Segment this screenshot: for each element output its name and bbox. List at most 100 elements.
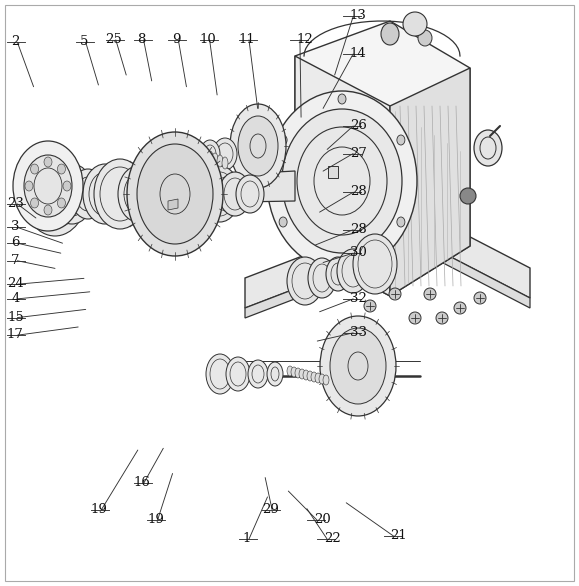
Ellipse shape — [248, 360, 268, 388]
Text: 33: 33 — [350, 326, 367, 339]
Text: 2: 2 — [11, 35, 20, 48]
Ellipse shape — [13, 141, 83, 231]
Text: 5: 5 — [79, 35, 88, 48]
Ellipse shape — [337, 249, 369, 293]
Ellipse shape — [200, 166, 240, 222]
Ellipse shape — [474, 130, 502, 166]
Text: 27: 27 — [350, 146, 367, 159]
Ellipse shape — [226, 357, 250, 391]
Text: 11: 11 — [239, 33, 255, 46]
Ellipse shape — [197, 147, 203, 159]
Ellipse shape — [326, 257, 350, 291]
Polygon shape — [245, 241, 530, 318]
Text: 20: 20 — [314, 513, 331, 526]
Text: 23: 23 — [7, 197, 24, 210]
Ellipse shape — [63, 181, 71, 191]
Ellipse shape — [424, 288, 436, 300]
Ellipse shape — [353, 234, 397, 294]
Ellipse shape — [172, 137, 178, 149]
Text: 15: 15 — [7, 311, 24, 323]
Text: 25: 25 — [105, 33, 122, 46]
Ellipse shape — [23, 152, 87, 236]
Text: 9: 9 — [172, 33, 181, 46]
Ellipse shape — [330, 328, 386, 404]
Ellipse shape — [364, 300, 376, 312]
Ellipse shape — [206, 354, 234, 394]
Ellipse shape — [267, 91, 417, 271]
Text: 21: 21 — [390, 529, 407, 542]
Ellipse shape — [31, 164, 39, 174]
Ellipse shape — [202, 149, 208, 161]
Ellipse shape — [389, 288, 401, 300]
Text: 7: 7 — [11, 254, 20, 267]
Ellipse shape — [279, 135, 287, 145]
Text: 29: 29 — [262, 503, 278, 516]
Ellipse shape — [182, 141, 188, 153]
Ellipse shape — [31, 198, 39, 208]
Ellipse shape — [308, 258, 336, 298]
Ellipse shape — [267, 362, 283, 386]
Text: 8: 8 — [137, 33, 146, 46]
Ellipse shape — [287, 257, 323, 305]
Ellipse shape — [25, 181, 33, 191]
Ellipse shape — [190, 143, 206, 165]
Text: 1: 1 — [243, 532, 251, 545]
Text: 12: 12 — [296, 33, 313, 46]
Polygon shape — [295, 56, 390, 296]
Ellipse shape — [83, 164, 127, 224]
Ellipse shape — [319, 374, 325, 384]
Ellipse shape — [118, 166, 158, 222]
Ellipse shape — [315, 373, 321, 383]
Text: 14: 14 — [350, 47, 367, 60]
Ellipse shape — [454, 302, 466, 314]
Text: 13: 13 — [350, 9, 367, 22]
Text: 28: 28 — [350, 223, 367, 236]
Ellipse shape — [409, 312, 421, 324]
Ellipse shape — [403, 12, 427, 36]
Ellipse shape — [436, 312, 448, 324]
Ellipse shape — [44, 157, 52, 167]
Polygon shape — [328, 166, 338, 178]
Ellipse shape — [460, 188, 476, 204]
Ellipse shape — [187, 143, 193, 155]
Text: 10: 10 — [199, 33, 216, 46]
Ellipse shape — [57, 198, 65, 208]
Polygon shape — [168, 199, 178, 210]
Text: 28: 28 — [350, 185, 367, 198]
Ellipse shape — [24, 155, 72, 217]
Ellipse shape — [177, 139, 183, 151]
Ellipse shape — [381, 23, 399, 45]
Ellipse shape — [287, 366, 293, 376]
Ellipse shape — [222, 157, 228, 169]
Ellipse shape — [200, 140, 220, 168]
Ellipse shape — [213, 138, 237, 170]
Polygon shape — [390, 68, 470, 296]
Polygon shape — [295, 21, 470, 296]
Ellipse shape — [397, 135, 405, 145]
Ellipse shape — [167, 135, 173, 147]
Ellipse shape — [320, 316, 396, 416]
Text: 6: 6 — [11, 236, 20, 249]
Ellipse shape — [50, 164, 94, 224]
Ellipse shape — [323, 375, 329, 385]
Text: 16: 16 — [133, 476, 150, 489]
Polygon shape — [18, 171, 295, 206]
Text: 3: 3 — [11, 220, 20, 233]
Ellipse shape — [282, 109, 402, 253]
Ellipse shape — [57, 164, 65, 174]
Ellipse shape — [311, 372, 317, 382]
Ellipse shape — [230, 104, 286, 188]
Text: 19: 19 — [91, 503, 108, 516]
Ellipse shape — [207, 151, 213, 163]
Text: 17: 17 — [7, 328, 24, 341]
Polygon shape — [245, 211, 530, 308]
Ellipse shape — [219, 172, 251, 216]
Ellipse shape — [217, 155, 223, 167]
Ellipse shape — [338, 258, 346, 268]
Ellipse shape — [94, 159, 146, 229]
Ellipse shape — [238, 116, 278, 176]
Ellipse shape — [299, 369, 305, 379]
Text: 32: 32 — [350, 292, 367, 305]
Ellipse shape — [303, 370, 309, 380]
Ellipse shape — [70, 169, 106, 219]
